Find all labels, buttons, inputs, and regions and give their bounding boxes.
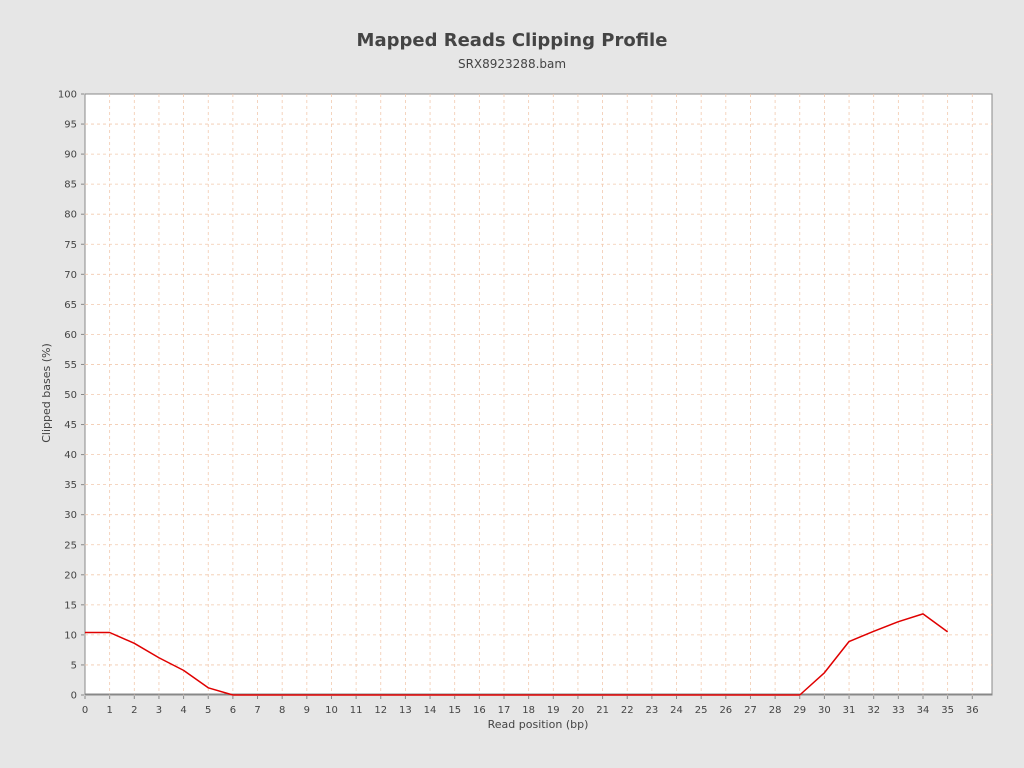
x-tick-label: 22 [621,705,634,716]
x-tick-label: 24 [670,705,683,716]
x-tick-label: 3 [156,705,162,716]
chart-title: Mapped Reads Clipping Profile [356,30,668,51]
x-tick-label: 10 [325,705,338,716]
axes [81,93,992,699]
y-tick-label: 70 [64,270,77,281]
y-tick-label: 20 [64,570,77,581]
x-tick-label: 7 [254,705,260,716]
x-tick-label: 33 [892,705,905,716]
x-tick-label: 8 [279,705,285,716]
x-tick-label: 17 [498,705,511,716]
y-axis-title: Clipped bases (%) [40,343,53,443]
x-tick-label: 2 [131,705,137,716]
y-tick-label: 10 [64,630,77,641]
y-tick-label: 100 [58,90,77,101]
x-tick-label: 35 [941,705,954,716]
y-tick-label: 80 [64,210,77,221]
y-tick-label: 15 [64,600,77,611]
y-tick-label: 35 [64,480,77,491]
y-tick-label: 60 [64,330,77,341]
x-tick-label: 20 [572,705,585,716]
x-tick-label: 30 [818,705,831,716]
x-tick-label: 25 [695,705,708,716]
x-tick-label: 18 [522,705,535,716]
x-tick-label: 15 [448,705,461,716]
x-tick-label: 9 [304,705,310,716]
series-layer [85,613,949,696]
y-tick-label: 40 [64,450,77,461]
x-axis-title: Read position (bp) [488,718,589,731]
y-tick-label: 45 [64,420,77,431]
y-tick-label: 90 [64,150,77,161]
x-tick-label: 13 [399,705,412,716]
y-tick-label: 0 [71,691,77,702]
x-tick-label: 11 [350,705,363,716]
x-tick-label: 26 [719,705,732,716]
x-tick-label: 0 [82,705,88,716]
x-tick-label: 34 [917,705,930,716]
y-tick-label: 55 [64,360,77,371]
x-tick-label: 19 [547,705,560,716]
x-tick-label: 21 [596,705,609,716]
x-tick-label: 5 [205,705,211,716]
x-tick-label: 27 [744,705,757,716]
y-tick-label: 95 [64,120,77,131]
tick-labels: 0 1 2 3 4 5 6 7 8 9 10 11 12 13 14 15 16 17 18 19 20 21 22 23 24… [58,90,979,717]
x-tick-label: 23 [646,705,659,716]
y-tick-label: 30 [64,510,77,521]
x-tick-label: 29 [793,705,806,716]
y-tick-label: 75 [64,240,77,251]
x-tick-label: 14 [424,705,437,716]
x-tick-label: 6 [230,705,236,716]
y-tick-label: 85 [64,180,77,191]
x-tick-label: 32 [867,705,880,716]
grid-lines [85,94,992,695]
y-tick-label: 25 [64,540,77,551]
y-tick-label: 50 [64,390,77,401]
x-tick-label: 12 [374,705,387,716]
x-tick-label: 1 [106,705,112,716]
y-tick-label: 65 [64,300,77,311]
x-tick-label: 16 [473,705,486,716]
x-tick-label: 31 [843,705,856,716]
y-tick-label: 5 [71,660,77,671]
chart-subtitle: SRX8923288.bam [457,57,567,71]
series-line [85,613,949,696]
x-tick-label: 4 [180,705,186,716]
x-tick-label: 28 [769,705,782,716]
x-tick-label: 36 [966,705,979,716]
